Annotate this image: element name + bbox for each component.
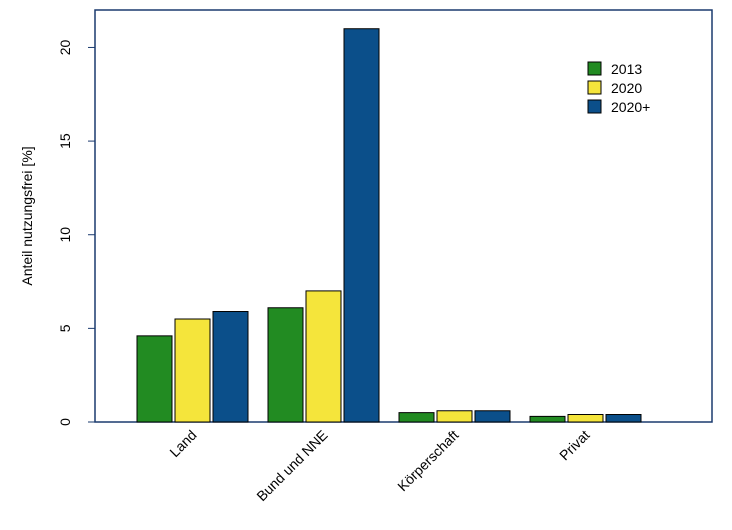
legend-label: 2020+ <box>611 99 650 115</box>
bar-2013-Bund und NNE <box>267 307 304 423</box>
bar-2020-Privat <box>567 414 604 423</box>
y-tick-label: 20 <box>57 39 73 55</box>
bar-2020+-Bund und NNE <box>343 28 380 423</box>
bar-2013-Privat <box>529 415 566 423</box>
legend-label: 2020 <box>611 80 642 96</box>
bar-2020-Bund und NNE <box>305 290 342 423</box>
legend-swatch <box>587 99 602 114</box>
y-tick-label: 10 <box>57 227 73 243</box>
bar-2020-Körperschaft <box>436 410 473 423</box>
y-tick-label: 15 <box>57 133 73 149</box>
x-tick-label: Körperschaft <box>394 427 462 495</box>
bar-2020+-Land <box>212 311 249 423</box>
legend-swatch <box>587 80 602 95</box>
bar-2020-Land <box>174 318 211 423</box>
x-tick-label: Privat <box>556 427 593 464</box>
x-tick-label: Land <box>166 427 199 460</box>
y-tick-label: 5 <box>57 324 73 332</box>
y-tick-label: 0 <box>57 418 73 426</box>
y-axis: 0 5 10 15 20 <box>57 39 95 426</box>
legend-swatch <box>587 61 602 76</box>
legend-label: 2013 <box>611 61 642 77</box>
bars-group <box>136 28 642 423</box>
x-axis: Land Bund und NNE Körperschaft Privat <box>166 427 592 504</box>
bar-2020+-Körperschaft <box>474 410 511 423</box>
x-tick-label: Bund und NNE <box>253 427 330 504</box>
y-axis-title: Anteil nutzungsfrei [%] <box>19 146 35 285</box>
bar-2020+-Privat <box>605 414 642 423</box>
legend: 2013 2020 2020+ <box>587 61 650 115</box>
bar-2013-Land <box>136 335 173 423</box>
bar-2013-Körperschaft <box>398 412 435 423</box>
